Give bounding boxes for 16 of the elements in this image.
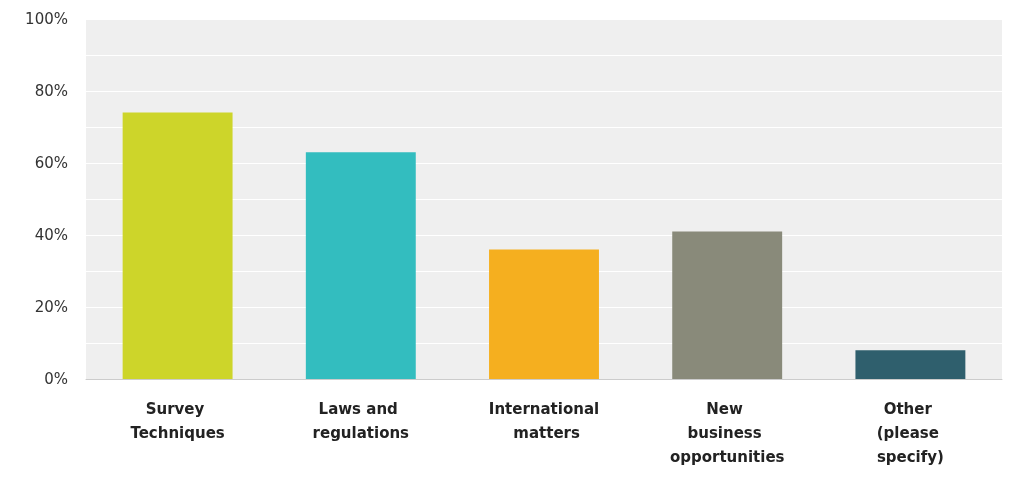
x-tick-label: Other (please specify): [876, 400, 945, 466]
y-tick-label: 100%: [25, 10, 68, 28]
bar: [855, 350, 966, 379]
bar: [489, 249, 599, 379]
y-tick-label: 40%: [34, 226, 68, 244]
y-tick-label: 0%: [44, 370, 68, 388]
x-tick-label: Survey Techniques: [130, 400, 225, 442]
y-tick-label: 60%: [34, 154, 68, 172]
y-tick-label: 80%: [34, 82, 68, 100]
x-tick-label: International matters: [488, 400, 600, 442]
x-tick-label: New business opportunities: [669, 400, 785, 466]
x-tick-label: Laws and regulations: [312, 400, 410, 442]
y-tick-label: 20%: [34, 298, 68, 316]
bar: [305, 152, 416, 379]
bar: [672, 231, 783, 379]
bar: [122, 112, 233, 379]
